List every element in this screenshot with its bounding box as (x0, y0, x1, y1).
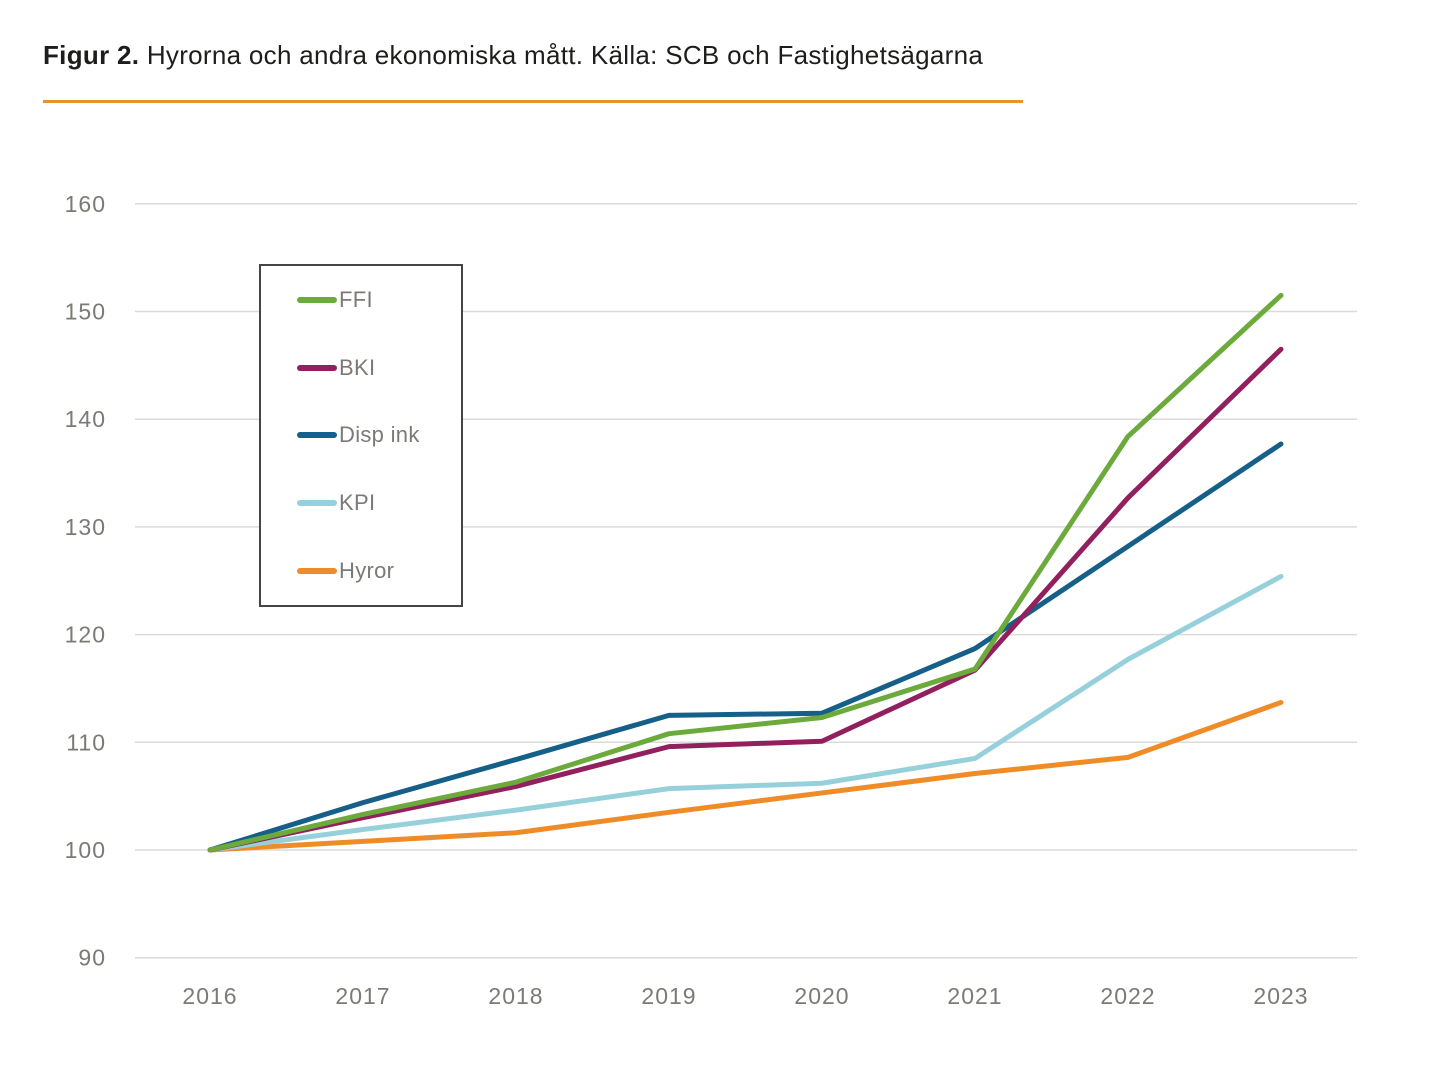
x-tick-label-2017: 2017 (335, 983, 390, 1009)
legend-item-disp-ink: Disp ink (261, 402, 461, 470)
legend-label: FFI (339, 286, 373, 312)
legend-label: BKI (339, 354, 376, 380)
figure-title-text: Hyrorna och andra ekonomiska mått. Källa… (139, 40, 984, 70)
legend-swatch-hyror (297, 568, 337, 575)
legend-item-ffi: FFI (261, 266, 461, 334)
legend-swatch-bki (297, 364, 337, 371)
figure-title: Figur 2. Hyrorna och andra ekonomiska må… (43, 40, 983, 71)
figure-title-prefix: Figur 2. (43, 40, 140, 70)
x-tick-label-2023: 2023 (1253, 983, 1308, 1009)
legend-swatch-kpi (297, 500, 337, 507)
series-line-ffi (207, 292, 1284, 853)
x-tick-label-2019: 2019 (641, 983, 696, 1009)
legend-label: Disp ink (339, 422, 420, 448)
legend-item-kpi: KPI (261, 469, 461, 537)
y-tick-label-90: 90 (78, 945, 106, 971)
x-tick-label-2018: 2018 (488, 983, 543, 1009)
title-accent-rule (43, 100, 1023, 103)
y-tick-label-130: 130 (65, 514, 106, 540)
series-line-hyror (207, 699, 1284, 853)
x-tick-label-2016: 2016 (182, 983, 237, 1009)
y-tick-label-120: 120 (65, 622, 106, 648)
legend-swatch-disp-ink (297, 432, 337, 439)
x-tick-label-2020: 2020 (794, 983, 849, 1009)
legend-label: KPI (339, 490, 376, 516)
x-tick-label-2021: 2021 (947, 983, 1002, 1009)
legend-label: Hyror (339, 558, 395, 584)
y-tick-label-100: 100 (65, 837, 106, 863)
series-line-disp-ink (207, 441, 1284, 853)
chart-legend: FFI BKI Disp ink KPI Hyror (259, 264, 463, 607)
y-tick-label-110: 110 (66, 729, 106, 755)
y-tick-label-160: 160 (65, 191, 106, 217)
y-tick-label-150: 150 (65, 299, 106, 325)
legend-item-hyror: Hyror (261, 537, 461, 605)
series-line-kpi (207, 573, 1284, 853)
x-tick-label-2022: 2022 (1100, 983, 1155, 1009)
legend-item-bki: BKI (261, 334, 461, 402)
legend-swatch-ffi (297, 296, 337, 303)
series-line-bki (207, 346, 1284, 853)
y-tick-label-140: 140 (65, 406, 106, 432)
